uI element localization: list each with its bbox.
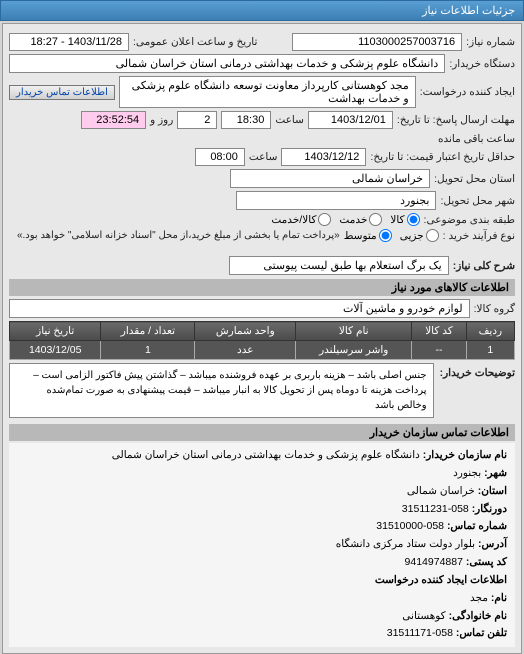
contact-fax-label: دورنگار: [472,503,507,515]
goods-group-label: گروه کالا: [474,303,515,315]
col-qty: تعداد / مقدار [101,322,195,341]
main-panel: شماره نیاز: 1103000257003716 تاریخ و ساع… [2,23,522,654]
validity-date: 1403/12/12 [281,148,366,166]
goods-group-value: لوازم خودرو و ماشین آلات [9,299,470,318]
contact-province-label: استان: [478,485,507,497]
public-time-value: 1403/11/28 - 18:27 [9,33,129,51]
validity-label: حداقل تاریخ اعتبار قیمت: تا تاریخ: [370,151,515,163]
contact-city: بجنورد [453,467,481,479]
buyer-contact-button[interactable]: اطلاعات تماس خریدار [9,85,115,100]
creator-section-title: اطلاعات ایجاد کننده درخواست [17,572,507,590]
goods-table: ردیف کد کالا نام کالا واحد شمارش تعداد /… [9,321,515,360]
cell-date: 1403/12/05 [10,341,101,360]
creator-value: مجد کوهستانی کارپرداز معاونت توسعه دانشگ… [119,76,416,108]
radio-medium[interactable]: متوسط [344,229,392,242]
cell-row: 1 [466,341,514,360]
time-label-2: ساعت [249,151,278,163]
deadline-label: مهلت ارسال پاسخ: تا تاریخ: [397,114,515,126]
remaining-label: ساعت باقی مانده [438,133,515,145]
buyer-desc-value: جنس اصلی باشد – هزینه باربری بر عهده فرو… [9,363,434,418]
col-row: ردیف [466,322,514,341]
process-note: «پرداخت تمام یا بخشی از مبلغ خرید،از محل… [17,230,340,241]
countdown-timer: 23:52:54 [81,111,146,129]
classification-radios: کالا خدمت کالا/خدمت [271,213,419,226]
cell-qty: 1 [101,341,195,360]
contact-phone: 058-31510000 [376,520,444,532]
desc-title-value: یک برگ استعلام بها طبق لیست پیوستی [229,256,449,275]
public-time-label: تاریخ و ساعت اعلان عمومی: [133,36,257,48]
contact-phone2: 058-31511171 [387,627,453,639]
contact-address-label: آدرس: [478,538,507,550]
radio-credit[interactable]: کالا/خدمت [271,213,331,226]
contact-surname-label: نام خانوادگی: [449,610,507,622]
buyer-desc-label: توضیحات خریدار: [440,363,515,418]
desc-title-label: شرح کلی نیاز: [453,260,515,272]
contact-name: مجد [470,592,488,604]
radio-goods[interactable]: کالا [390,213,419,226]
city-value: بجنورد [236,191,436,210]
contact-postal-label: کد پستی: [466,556,507,568]
contact-province: خراسان شمالی [407,485,475,497]
contact-name-label: نام: [491,592,507,604]
contact-postal: 9414974887 [405,556,463,568]
contact-phone-label: شماره تماس: [447,520,507,532]
buyer-org-value: دانشگاه علوم پزشکی و خدمات بهداشتی درمان… [9,54,445,73]
contact-fax: 058-31511231 [402,503,469,515]
days-label: روز و [150,114,173,126]
process-label: نوع فرآیند خرید : [443,230,515,242]
contact-address: بلوار دولت ستاد مرکزی دانشگاه [336,538,475,550]
cell-code: -- [412,341,466,360]
panel-header: جزئیات اطلاعات نیاز [0,0,524,21]
contact-block: نام سازمان خریدار: دانشگاه علوم پزشکی و … [9,443,515,647]
cell-unit: عدد [195,341,296,360]
col-name: نام کالا [296,322,412,341]
contact-org-label: نام سازمان خریدار: [423,449,507,461]
radio-low[interactable]: جزیی [400,229,439,242]
request-no-value: 1103000257003716 [292,33,462,51]
classification-label: طبقه بندی موضوعی: [424,214,515,226]
goods-section-title: اطلاعات کالاهای مورد نیاز [9,279,515,296]
city-label: شهر محل تحویل: [440,195,515,207]
cell-name: واشر سرسیلندر [296,341,412,360]
time-label-1: ساعت [275,114,304,126]
validity-time: 08:00 [195,148,245,166]
col-unit: واحد شمارش [195,322,296,341]
radio-service[interactable]: خدمت [339,213,382,226]
table-row[interactable]: 1 -- واشر سرسیلندر عدد 1 1403/12/05 [10,341,515,360]
deadline-time: 18:30 [221,111,271,129]
creator-label: ایجاد کننده درخواست: [420,86,515,98]
contact-section-title: اطلاعات تماس سازمان خریدار [9,424,515,441]
contact-phone2-label: تلفن تماس: [456,627,507,639]
buyer-org-label: دستگاه خریدار: [449,58,515,70]
contact-city-label: شهر: [484,467,507,479]
province-value: خراسان شمالی [230,169,430,188]
contact-org: دانشگاه علوم پزشکی و خدمات بهداشتی درمان… [112,449,420,461]
request-no-label: شماره نیاز: [466,36,515,48]
process-radios: جزیی متوسط [344,229,439,242]
days-remaining: 2 [177,111,217,129]
province-label: استان محل تحویل: [434,173,515,185]
deadline-date: 1403/12/01 [308,111,393,129]
contact-surname: کوهستانی [402,610,445,622]
col-code: کد کالا [412,322,466,341]
col-date: تاریخ نیاز [10,322,101,341]
